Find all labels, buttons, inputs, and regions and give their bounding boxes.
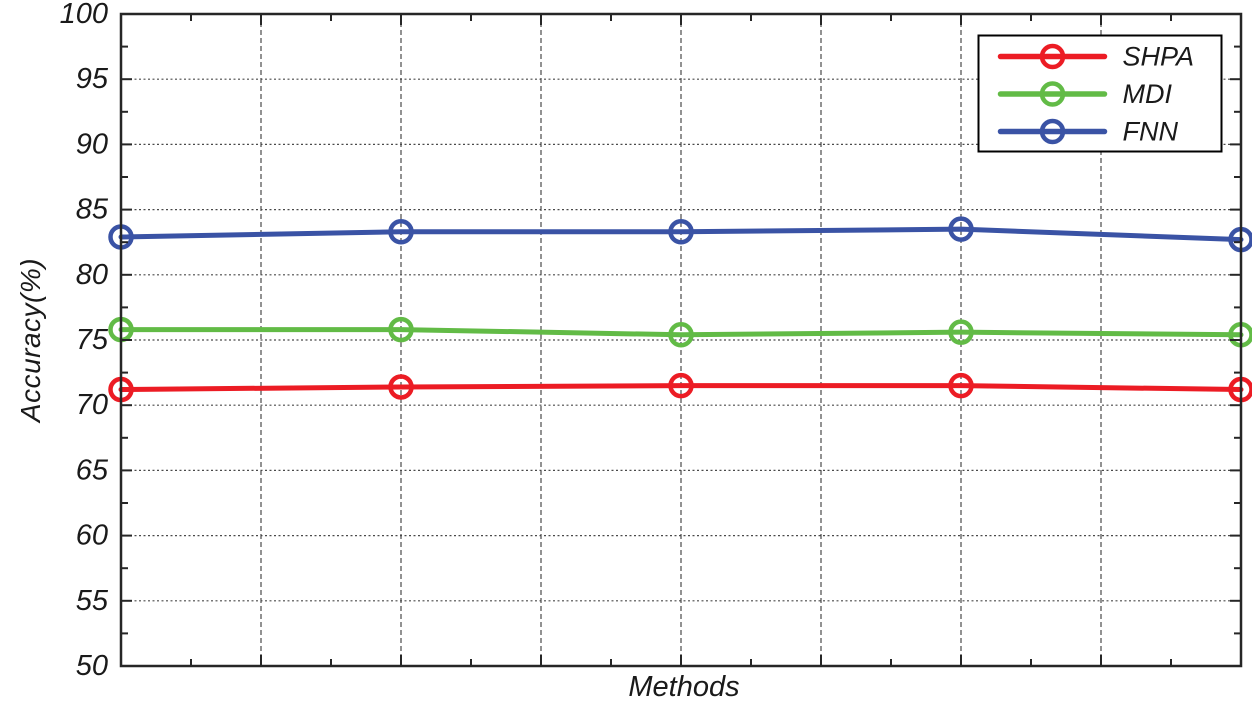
data-point-marker-fnn [668, 219, 694, 245]
y-tick-label: 50 [76, 650, 108, 682]
legend-label: SHPA [1123, 42, 1195, 72]
series-line-shpa [118, 383, 1244, 393]
y-tick-label: 75 [76, 324, 109, 356]
y-tick-label: 60 [76, 520, 108, 552]
data-point-marker-shpa [948, 372, 974, 399]
data-point-marker-shpa [388, 374, 414, 400]
legend-marker-sample [1039, 118, 1066, 145]
data-point-marker-mdi [668, 322, 694, 348]
series-line-fnn [118, 226, 1244, 243]
y-tick-label: 90 [76, 128, 108, 160]
y-tick-labels: 50 55 60 65 70 75 80 85 90 95 100 [60, 0, 109, 682]
y-tick-label: 80 [76, 259, 108, 291]
y-tick-label: 85 [76, 194, 109, 226]
y-tick-label: 95 [76, 63, 109, 95]
axis-ticks [120, 13, 1242, 667]
legend-marker-sample [1039, 81, 1066, 107]
y-axis-title: Accuracy(%) [15, 257, 46, 423]
axes [119, 12, 1243, 668]
series-line-mdi [118, 327, 1244, 338]
data-point-marker-mdi [388, 316, 414, 343]
y-tick-label: 55 [76, 585, 109, 617]
y-tick-label: 70 [76, 389, 108, 421]
legend: SHPA MDI FNN [977, 34, 1223, 153]
plot-border [119, 12, 1243, 668]
legend-label: FNN [1123, 117, 1179, 147]
data-point-marker-fnn [948, 216, 974, 242]
y-tick-label: 100 [60, 0, 108, 30]
x-axis-title: Methods [628, 671, 740, 703]
legend-label: MDI [1123, 79, 1173, 109]
data-point-marker-shpa [668, 372, 694, 399]
data-point-marker-mdi [948, 319, 974, 345]
data-series [108, 216, 1252, 403]
data-point-marker-fnn [388, 219, 414, 245]
legend-marker-sample [1039, 43, 1066, 70]
y-tick-label: 65 [76, 454, 109, 486]
